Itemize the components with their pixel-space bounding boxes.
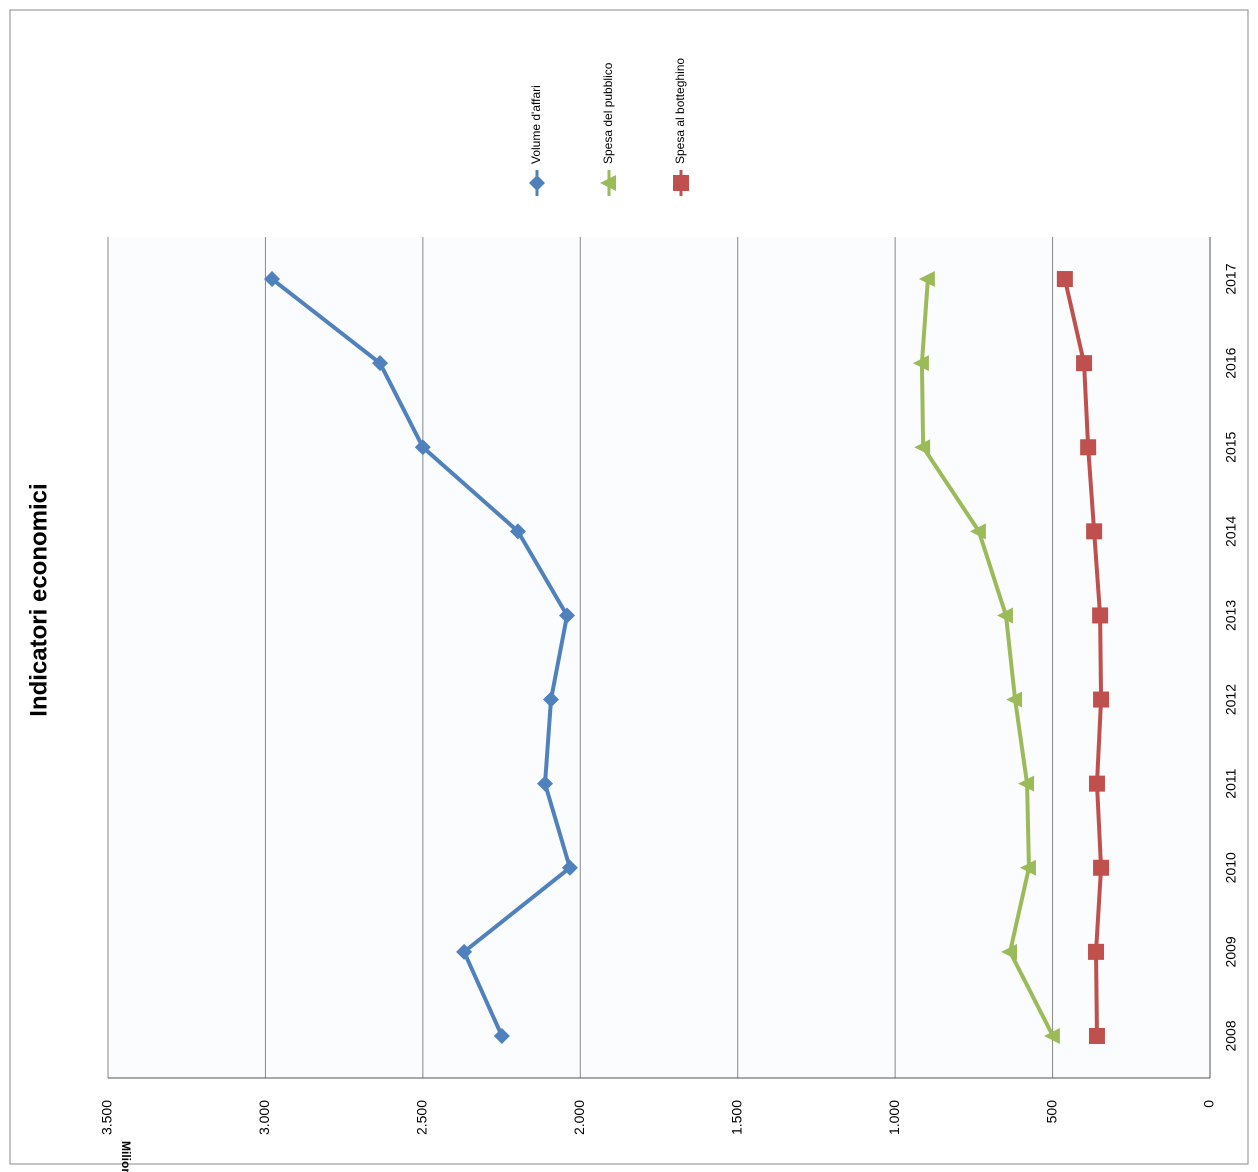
marker <box>493 1027 510 1044</box>
x-tick-label: 2011 <box>1223 768 1239 798</box>
marker <box>1019 859 1036 876</box>
marker <box>529 175 545 191</box>
marker <box>673 175 689 191</box>
marker <box>1080 439 1097 456</box>
marker <box>509 523 526 540</box>
y-tick-label: 1.500 <box>728 1100 744 1135</box>
marker <box>914 439 931 456</box>
series-line <box>919 278 1055 1037</box>
x-tick-label: 2017 <box>1223 263 1239 294</box>
marker <box>456 943 473 960</box>
x-tick-label: 2014 <box>1223 516 1239 547</box>
marker <box>1092 607 1109 624</box>
x-tick-label: 2012 <box>1223 684 1239 715</box>
chart-title: Indicatori economici <box>25 483 52 716</box>
marker <box>414 439 431 456</box>
x-tick-label: 2015 <box>1223 431 1239 462</box>
series-line <box>270 277 573 1037</box>
marker <box>996 607 1013 624</box>
y-tick-label: 0 <box>1201 1100 1217 1108</box>
marker <box>1088 775 1105 792</box>
y-tick-label: 500 <box>1043 1100 1059 1124</box>
marker <box>969 523 986 540</box>
plot-area <box>108 237 1210 1078</box>
y-tick-label: 1.000 <box>886 1100 902 1135</box>
marker <box>600 175 616 191</box>
legend-label: Volume d'affari <box>529 85 543 164</box>
y-tick-label: 3.500 <box>99 1100 115 1135</box>
y-tick-label: 2.500 <box>414 1100 430 1135</box>
y-axis-label: Milioni <box>119 1141 133 1172</box>
marker <box>264 271 281 288</box>
marker <box>1056 271 1073 288</box>
marker <box>1006 691 1023 708</box>
marker <box>1086 523 1103 540</box>
marker <box>543 691 560 708</box>
marker <box>372 355 389 372</box>
marker <box>1018 775 1035 792</box>
marker <box>559 607 576 624</box>
marker <box>912 355 929 372</box>
marker <box>1043 1027 1060 1044</box>
marker <box>1093 859 1110 876</box>
marker <box>1093 691 1110 708</box>
marker <box>1001 943 1018 960</box>
rotated-chart: Indicatori economici Milioni 0 500 1.000 1.… <box>25 58 1238 1172</box>
marker <box>537 775 554 792</box>
y-tick-label: 2.000 <box>571 1100 587 1135</box>
marker <box>1088 943 1105 960</box>
series-line <box>1062 278 1104 1036</box>
x-tick-label: 2009 <box>1223 936 1239 967</box>
x-tick-label: 2016 <box>1223 347 1239 378</box>
legend-label: Spesa del pubblico <box>601 62 615 164</box>
marker <box>561 859 578 876</box>
marker <box>918 271 935 288</box>
legend-label: Spesa al botteghino <box>673 58 687 164</box>
marker <box>1076 355 1093 372</box>
x-tick-label: 2013 <box>1223 600 1239 631</box>
marker <box>1088 1027 1105 1044</box>
x-tick-label: 2008 <box>1223 1020 1239 1051</box>
x-tick-label: 2010 <box>1223 852 1239 883</box>
y-tick-label: 3.000 <box>256 1100 272 1135</box>
